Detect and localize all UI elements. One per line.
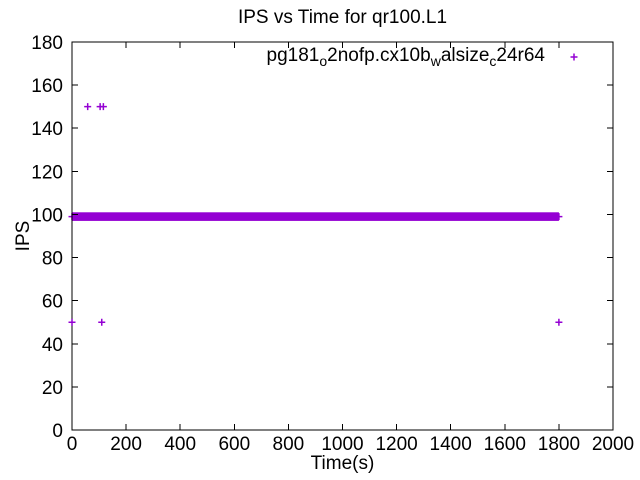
chart-title: IPS vs Time for qr100.L1: [237, 7, 448, 28]
data-point-marker: [555, 318, 563, 326]
y-tick-label: 100: [31, 205, 63, 226]
band-end-marker: [555, 213, 563, 221]
plot-border: [71, 41, 614, 431]
x-tick-label: 2000: [592, 434, 634, 455]
x-tick-label: 1600: [484, 434, 526, 455]
y-tick-label: 120: [31, 162, 63, 183]
legend-segment-subscript: o: [319, 53, 328, 69]
legend-segment-subscript: w: [430, 53, 441, 69]
x-tick-label: 1800: [538, 434, 580, 455]
x-tick-label: 200: [110, 434, 142, 455]
data-point-marker: [68, 318, 76, 326]
x-axis-title: Time(s): [310, 453, 375, 474]
legend-marker-icon: [570, 53, 578, 61]
y-tick-label: 60: [42, 292, 63, 313]
y-tick-label: 160: [31, 76, 63, 97]
legend: pg181o2nofp.cx10bwalsizec24r64: [267, 44, 545, 73]
x-tick-label: 1400: [430, 434, 472, 455]
data-point-marker: [84, 103, 92, 111]
y-tick-label: 0: [52, 421, 63, 442]
x-tick-label: 600: [218, 434, 250, 455]
y-tick-label: 80: [42, 249, 63, 270]
data-point-marker: [98, 318, 106, 326]
legend-segment: pg181: [266, 45, 320, 66]
y-tick-label: 180: [31, 33, 63, 54]
x-tick-label: 1200: [375, 434, 417, 455]
legend-series-label: pg181o2nofp.cx10bwalsizec24r64: [266, 45, 545, 69]
ips-band: [72, 212, 559, 221]
legend-segment-subscript: c: [489, 53, 497, 69]
y-tick-label: 140: [31, 119, 63, 140]
data-point-marker: [99, 103, 107, 111]
y-tick-label: 20: [42, 378, 63, 399]
legend-segment: 2nofp.cx10b: [327, 45, 431, 66]
x-tick-label: 1000: [321, 434, 363, 455]
legend-segment: alsize: [440, 45, 490, 66]
y-tick-label: 40: [42, 335, 63, 356]
x-tick-label: 400: [164, 434, 196, 455]
x-tick-label: 0: [67, 434, 78, 455]
x-tick-label: 800: [273, 434, 305, 455]
legend-segment: 24r64: [496, 45, 545, 66]
